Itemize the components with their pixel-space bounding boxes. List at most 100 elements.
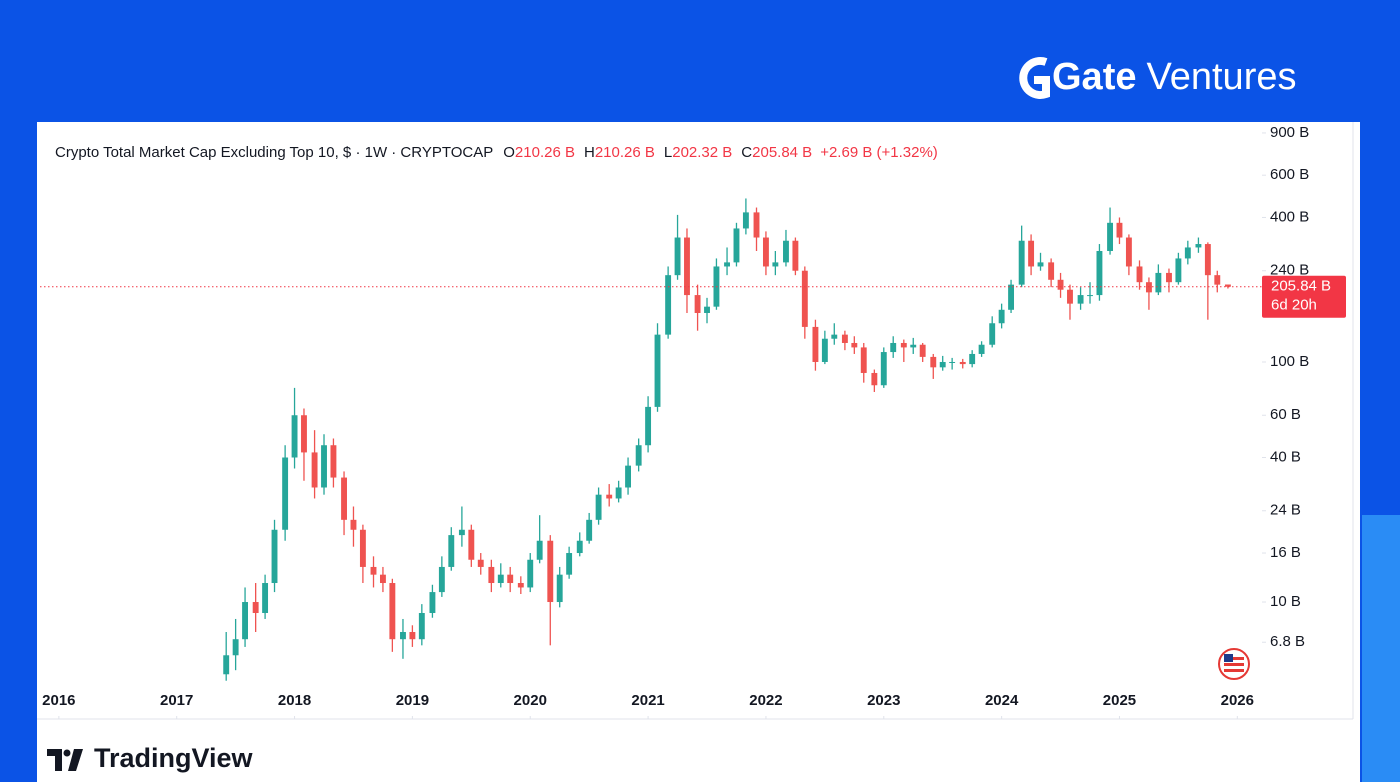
candle-body (429, 592, 436, 614)
candle-body (379, 574, 386, 584)
candle-body (232, 639, 239, 656)
candle-body (341, 477, 347, 520)
candle-body (704, 306, 710, 313)
y-tick-label: 240 B (1270, 262, 1309, 279)
x-tick-label: 2026 (1221, 692, 1254, 709)
candle-body (1184, 247, 1191, 259)
ohlc-key: C (741, 144, 752, 161)
y-tick-label: 6.8 B (1270, 633, 1305, 650)
flag-stripe (1224, 663, 1244, 666)
candle-body (812, 326, 819, 362)
candle-body (1057, 279, 1064, 290)
x-tick-label: 2016 (42, 692, 75, 709)
y-tick-label: 600 B (1270, 166, 1309, 183)
candle-body (831, 334, 838, 339)
y-tick-label: 40 B (1270, 448, 1301, 465)
candle-body (1125, 237, 1132, 267)
candle-body (792, 240, 799, 271)
footer-brand: TradingView (94, 743, 254, 773)
ohlc-value: 202.32 B (672, 144, 732, 161)
ohlc-key: H (584, 144, 595, 161)
candle-body (1077, 295, 1084, 304)
candle-body (684, 237, 690, 296)
candle-body (576, 540, 583, 554)
candle-body (527, 559, 534, 588)
candle-body (418, 613, 425, 640)
candle-body (517, 583, 524, 588)
candle-body (645, 406, 652, 446)
candle-body (860, 347, 867, 373)
candle-body (969, 353, 976, 365)
candle-body (841, 334, 848, 343)
y-tick-label: 10 B (1270, 593, 1301, 610)
candle-body (1087, 295, 1093, 297)
last-price-label: 205.84 B (1271, 278, 1331, 295)
x-tick-label: 2022 (749, 692, 782, 709)
candle-body (389, 583, 396, 640)
candle-body (625, 465, 632, 488)
candle-body (851, 342, 858, 348)
candle-body (321, 445, 327, 488)
candle-body (654, 334, 661, 407)
candle-body (1136, 266, 1143, 283)
candle-body (939, 361, 946, 368)
candle-body (488, 566, 495, 584)
candle-body (733, 228, 740, 263)
candle-body (1145, 282, 1152, 293)
y-tick-label: 24 B (1270, 502, 1301, 519)
candle-body (242, 602, 248, 640)
candle-body (1096, 250, 1103, 296)
brand-suffix: Ventures (1146, 56, 1296, 98)
candle-body (1166, 272, 1172, 283)
flag-stripe (1224, 669, 1244, 672)
x-tick-label: 2024 (985, 692, 1019, 709)
candle-body (978, 344, 985, 354)
candle-body (359, 529, 366, 567)
candle-body (989, 323, 996, 345)
candle-body (949, 361, 956, 363)
candle-body (694, 295, 701, 313)
flag-stripe (1224, 657, 1244, 660)
candle-body (330, 445, 337, 478)
candle-body (1214, 275, 1221, 285)
ohlc-value: 210.26 B (595, 144, 655, 161)
brand-logo: Gate Ventures (1019, 56, 1296, 99)
candle-body (458, 529, 465, 536)
y-tick-label: 16 B (1270, 544, 1301, 561)
candle-body (438, 566, 445, 593)
x-tick-label: 2017 (160, 692, 193, 709)
candle-body (400, 632, 406, 640)
ohlc-key: L (664, 144, 672, 161)
y-tick-label: 60 B (1270, 406, 1301, 423)
chart-header: Crypto Total Market Cap Excluding Top 10… (55, 144, 938, 161)
candle-body (468, 529, 475, 560)
candle-body (801, 270, 808, 327)
candle-body (566, 553, 573, 575)
flag-canton (1224, 654, 1233, 662)
ohlc-value: 205.84 B (752, 144, 812, 161)
candle-body (910, 344, 917, 348)
x-tick-label: 2021 (631, 692, 664, 709)
candle-body (1008, 284, 1015, 310)
y-tick-label: 100 B (1270, 353, 1309, 370)
candle-body (262, 583, 269, 614)
candle-body (762, 237, 769, 267)
candle-body (871, 372, 878, 386)
candle-body (665, 275, 672, 335)
x-tick-label: 2023 (867, 692, 900, 709)
candle-body (291, 415, 298, 458)
candle-body (900, 342, 907, 348)
candle-body (880, 352, 887, 386)
candle-body (350, 519, 357, 530)
ohlc-key: O (503, 144, 515, 161)
tv-icon (47, 749, 83, 771)
chart-title: Crypto Total Market Cap Excluding Top 10… (55, 144, 493, 161)
y-tick-label: 400 B (1270, 208, 1309, 225)
candle-body (1155, 272, 1162, 293)
candle-body (547, 540, 554, 603)
candle-body (536, 540, 543, 560)
candle-body (252, 602, 259, 614)
candle-body (742, 212, 749, 229)
